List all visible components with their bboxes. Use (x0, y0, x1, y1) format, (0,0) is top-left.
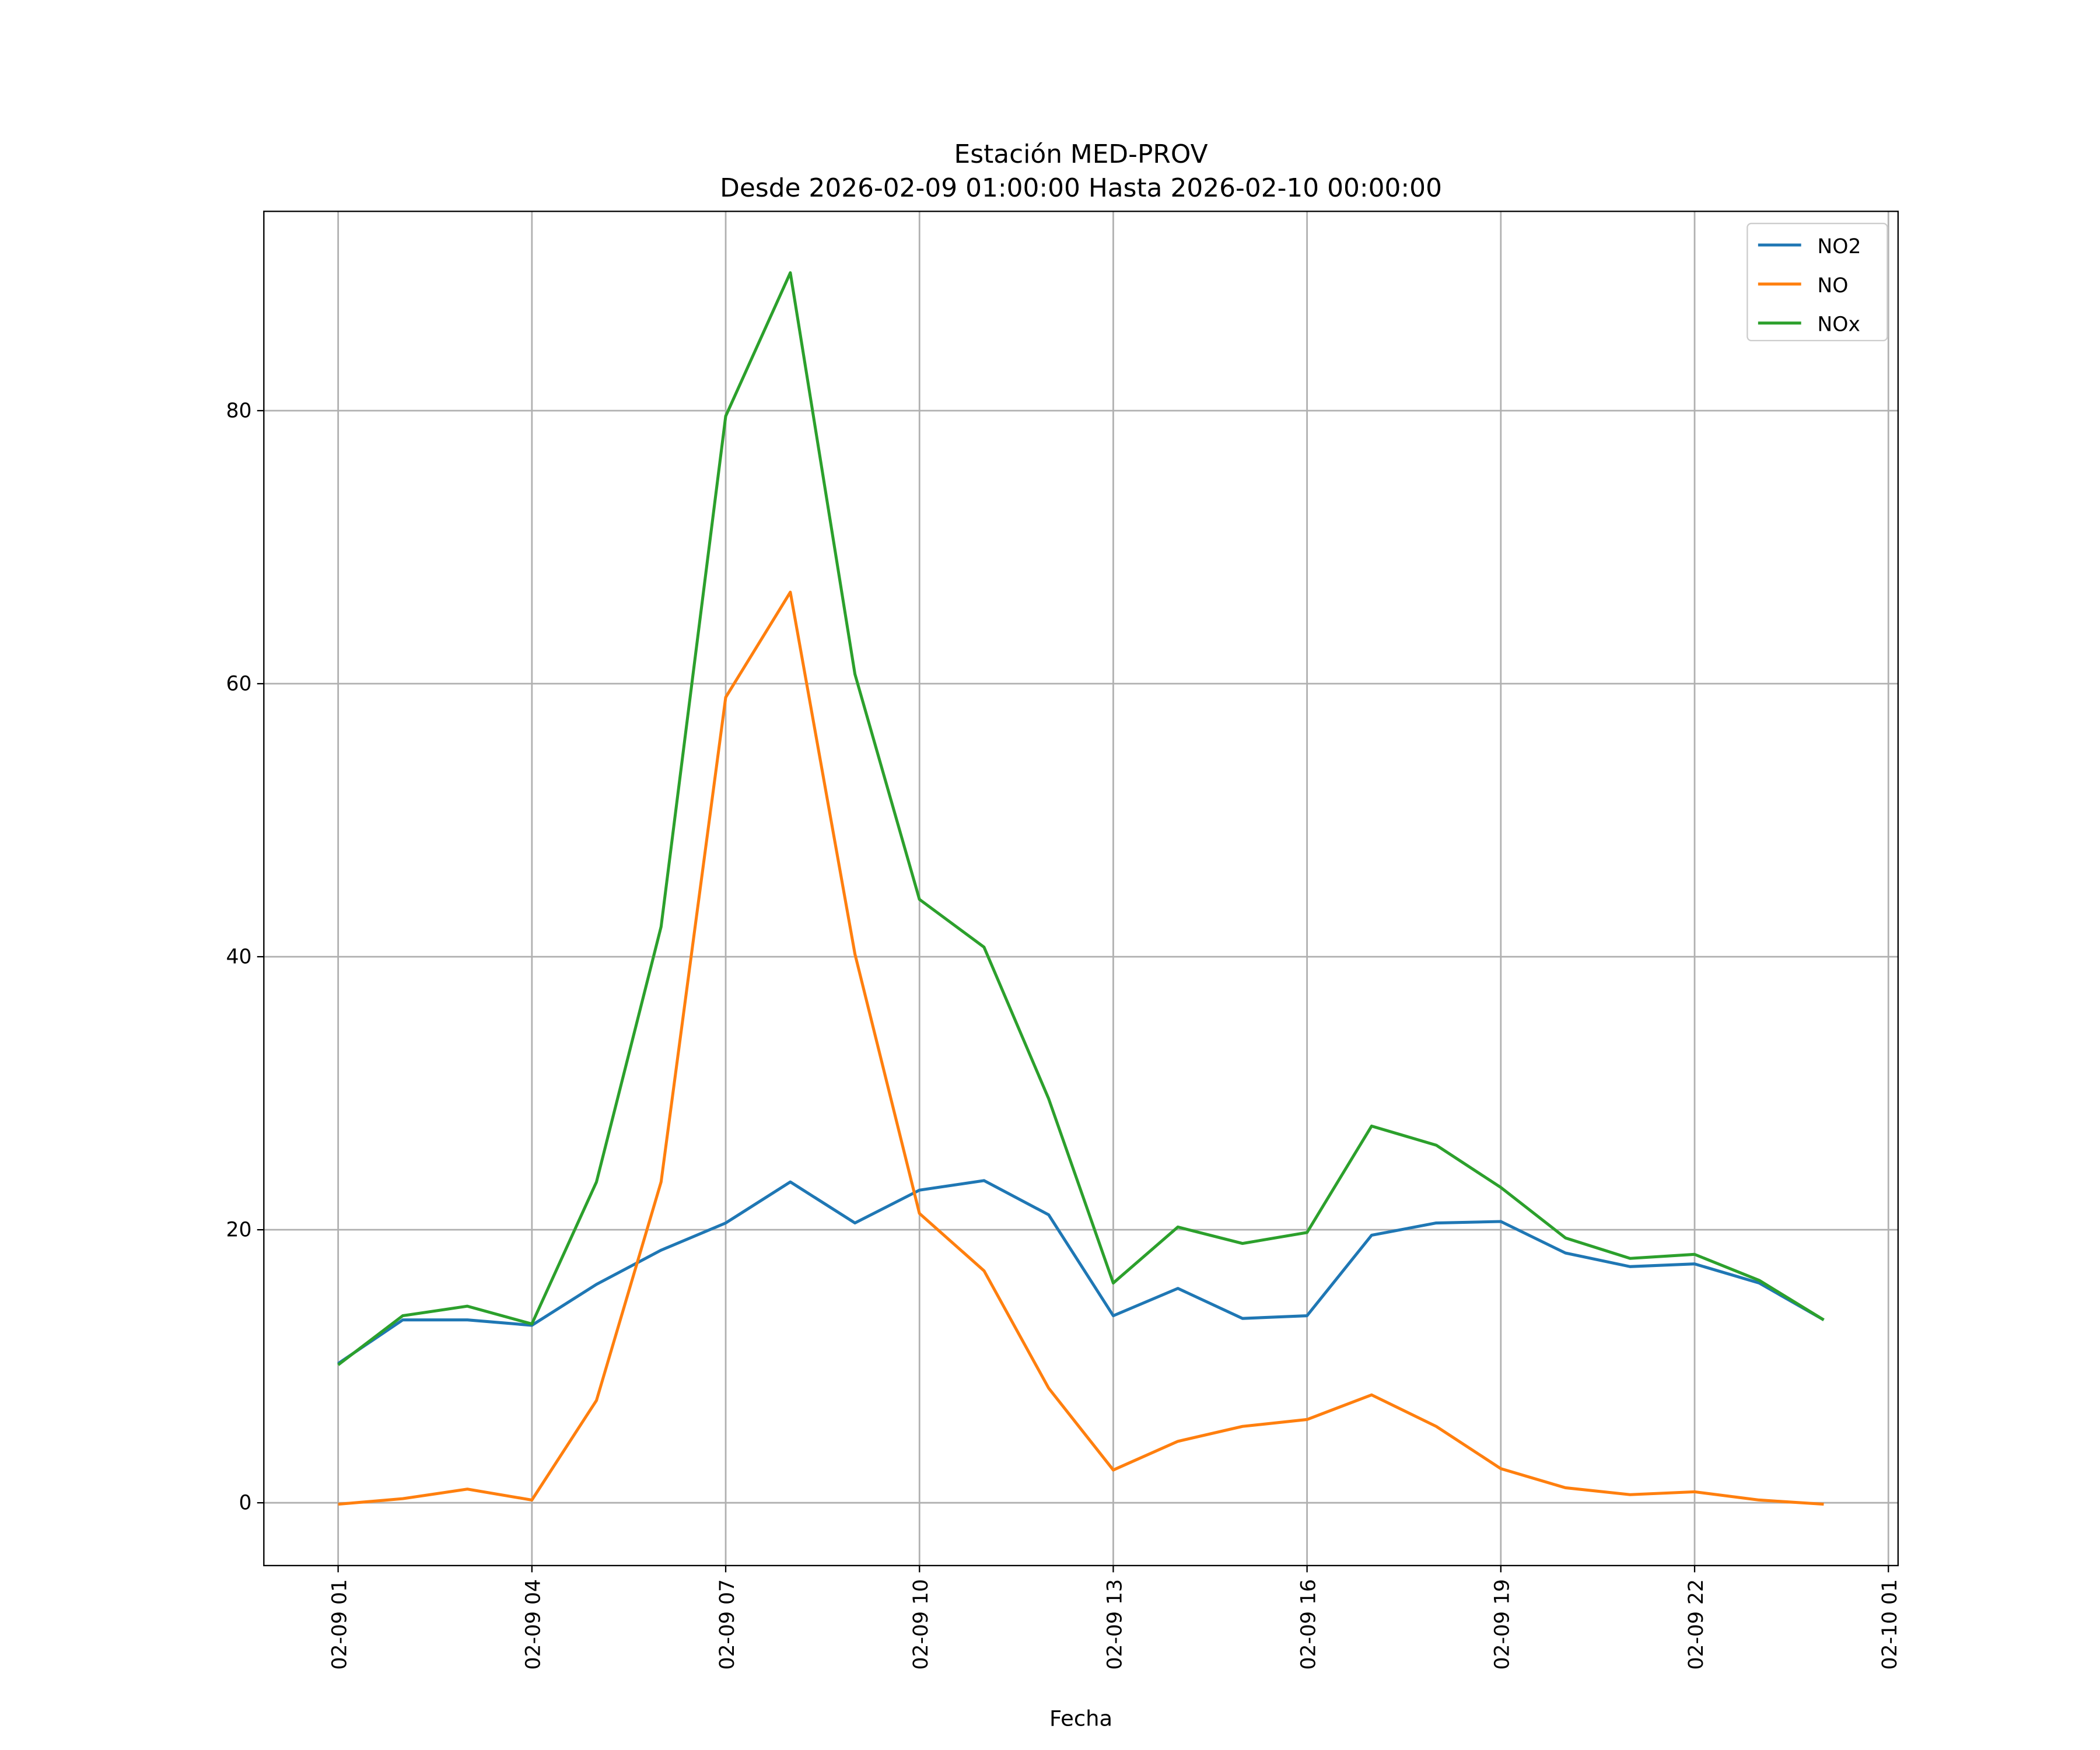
y-tick-label: 40 (226, 946, 251, 969)
x-tick-label: 02-09 13 (1103, 1579, 1126, 1670)
x-tick-label: 02-09 10 (909, 1579, 933, 1670)
y-tick-label: 80 (226, 400, 251, 423)
x-tick-label: 02-09 07 (716, 1579, 739, 1670)
legend-label: NO (1817, 274, 1848, 298)
plot-frame (263, 211, 1899, 1566)
y-tick-label: 0 (239, 1492, 252, 1515)
x-tick-label: 02-09 04 (522, 1579, 545, 1670)
x-axis-label: Fecha (1049, 1706, 1112, 1731)
legend: NO2 NO NOx (1746, 222, 1888, 341)
axis-ticks: 02-09 01 02-09 04 02-09 07 02-09 10 02-09 13… (226, 400, 1902, 1670)
chart-subtitle: Desde 2026-02-09 01:00:00 Hasta 2026-02-… (720, 173, 1442, 203)
grid (264, 211, 1898, 1566)
legend-box (1746, 222, 1888, 341)
x-tick-label: 02-09 16 (1297, 1579, 1320, 1670)
x-tick-label: 02-09 22 (1685, 1579, 1708, 1670)
legend-label: NO2 (1817, 235, 1861, 258)
series-line-no2 (337, 1179, 1825, 1365)
series-line-nox (337, 271, 1825, 1366)
series-line-no (338, 590, 1824, 1506)
chart-title: Estación MED-PROV (954, 139, 1208, 169)
series-lines (337, 271, 1825, 1506)
x-tick-label: 02-09 19 (1491, 1579, 1514, 1670)
y-tick-label: 60 (226, 673, 251, 696)
y-tick-label: 20 (226, 1219, 251, 1242)
x-tick-label: 02-10 01 (1878, 1579, 1902, 1670)
legend-label: NOx (1817, 313, 1860, 337)
x-tick-label: 02-09 01 (328, 1579, 351, 1670)
